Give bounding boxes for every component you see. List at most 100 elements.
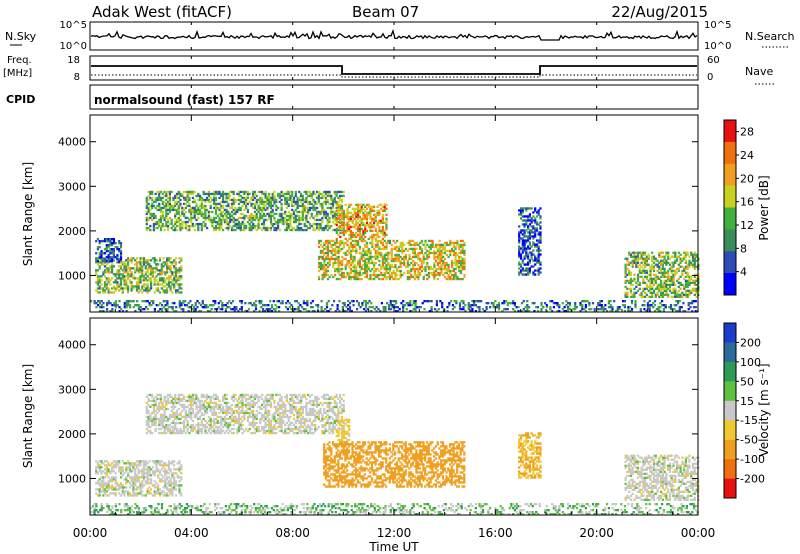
echo-cell (349, 245, 353, 249)
echo-cell (461, 247, 464, 251)
echo-cell (366, 302, 369, 305)
echo-cell (629, 271, 633, 274)
echo-cell (167, 226, 170, 230)
echo-cell (413, 255, 416, 259)
echo-cell (146, 283, 149, 286)
echo-cell (151, 218, 154, 222)
echo-cell (656, 283, 659, 286)
echo-cell (214, 192, 218, 196)
echo-cell (239, 212, 242, 216)
echo-cell (202, 192, 205, 196)
echo-cell (527, 227, 530, 230)
echo-cell (162, 261, 165, 264)
echo-cell (380, 241, 383, 245)
echo-cell (324, 224, 327, 228)
echo-cell (151, 460, 154, 463)
echo-cell (539, 239, 542, 242)
echo-cell (348, 245, 351, 249)
echo-cell (425, 300, 428, 303)
echo-cell (223, 220, 226, 224)
echo-cell (200, 202, 203, 206)
echo-cell (364, 249, 367, 253)
echo-cell (225, 208, 228, 212)
echo-cell (413, 243, 416, 247)
echo-cell (167, 220, 170, 224)
echo-cell (349, 203, 353, 206)
echo-cell (339, 196, 342, 200)
echo-cell (148, 482, 151, 485)
echo-cell (195, 222, 198, 226)
echo-cell (112, 248, 115, 251)
echo-cell (180, 265, 183, 268)
echo-cell (121, 474, 124, 477)
echo-cell (227, 226, 230, 230)
echo-cell (323, 263, 326, 267)
echo-cell (220, 194, 223, 198)
echo-cell (357, 263, 360, 267)
echo-cell (473, 304, 476, 307)
echo-cell (111, 260, 114, 263)
power-echo-cells (90, 190, 700, 313)
echo-cell (353, 277, 356, 281)
echo-cell (184, 198, 187, 202)
echo-cell (119, 258, 123, 261)
echo-cell (156, 208, 159, 212)
echo-cell (458, 247, 461, 251)
echo-cell (360, 233, 363, 237)
echo-cell (649, 281, 652, 284)
echo-cell (112, 287, 115, 290)
echo-cell (175, 228, 179, 232)
echo-cell (268, 204, 271, 208)
echo-cell (683, 277, 686, 280)
echo-cell (535, 223, 539, 226)
echo-cell (113, 304, 116, 307)
echo-cell (165, 214, 168, 218)
echo-cell (144, 472, 147, 475)
echo-cell (355, 221, 358, 224)
echo-cell (132, 494, 135, 497)
echo-cell (139, 257, 142, 260)
echo-cell (246, 190, 249, 194)
echo-cell (629, 287, 633, 290)
echo-cell (459, 277, 463, 281)
echo-cell (525, 241, 528, 244)
echo-cell (109, 279, 112, 282)
echo-cell (263, 310, 266, 313)
echo-cell (387, 261, 390, 265)
echo-cell (158, 494, 162, 497)
echo-cell (355, 219, 358, 222)
echo-cell (364, 261, 367, 265)
echo-cell (346, 211, 349, 214)
echo-cell (373, 247, 376, 251)
echo-cell (116, 304, 119, 307)
echo-cell (172, 224, 175, 228)
echo-cell (154, 216, 157, 220)
echo-cell (380, 277, 383, 281)
echo-cell (644, 261, 647, 264)
echo-cell (241, 190, 244, 194)
echo-cell (652, 306, 655, 309)
echo-cell (330, 208, 333, 212)
echo-cell (631, 279, 634, 282)
echo-cell (119, 494, 123, 497)
echo-cell (342, 211, 345, 214)
echo-cell (654, 257, 657, 260)
echo-cell (355, 271, 358, 275)
echo-cell (106, 304, 109, 307)
echo-cell (624, 271, 627, 274)
echo-cell (376, 213, 379, 216)
echo-cell (640, 269, 643, 272)
echo-cell (291, 202, 294, 206)
echo-cell (130, 259, 133, 262)
echo-cell (344, 267, 347, 271)
echo-cell (202, 216, 205, 220)
echo-cell (380, 273, 383, 277)
echo-cell (431, 273, 434, 277)
colorbar-tick-label: 24 (740, 149, 754, 162)
echo-cell (663, 281, 666, 284)
echo-cell (549, 306, 552, 309)
echo-cell (229, 218, 232, 222)
echo-cell (527, 219, 530, 222)
echo-cell (305, 196, 308, 200)
echo-cell (207, 216, 210, 220)
